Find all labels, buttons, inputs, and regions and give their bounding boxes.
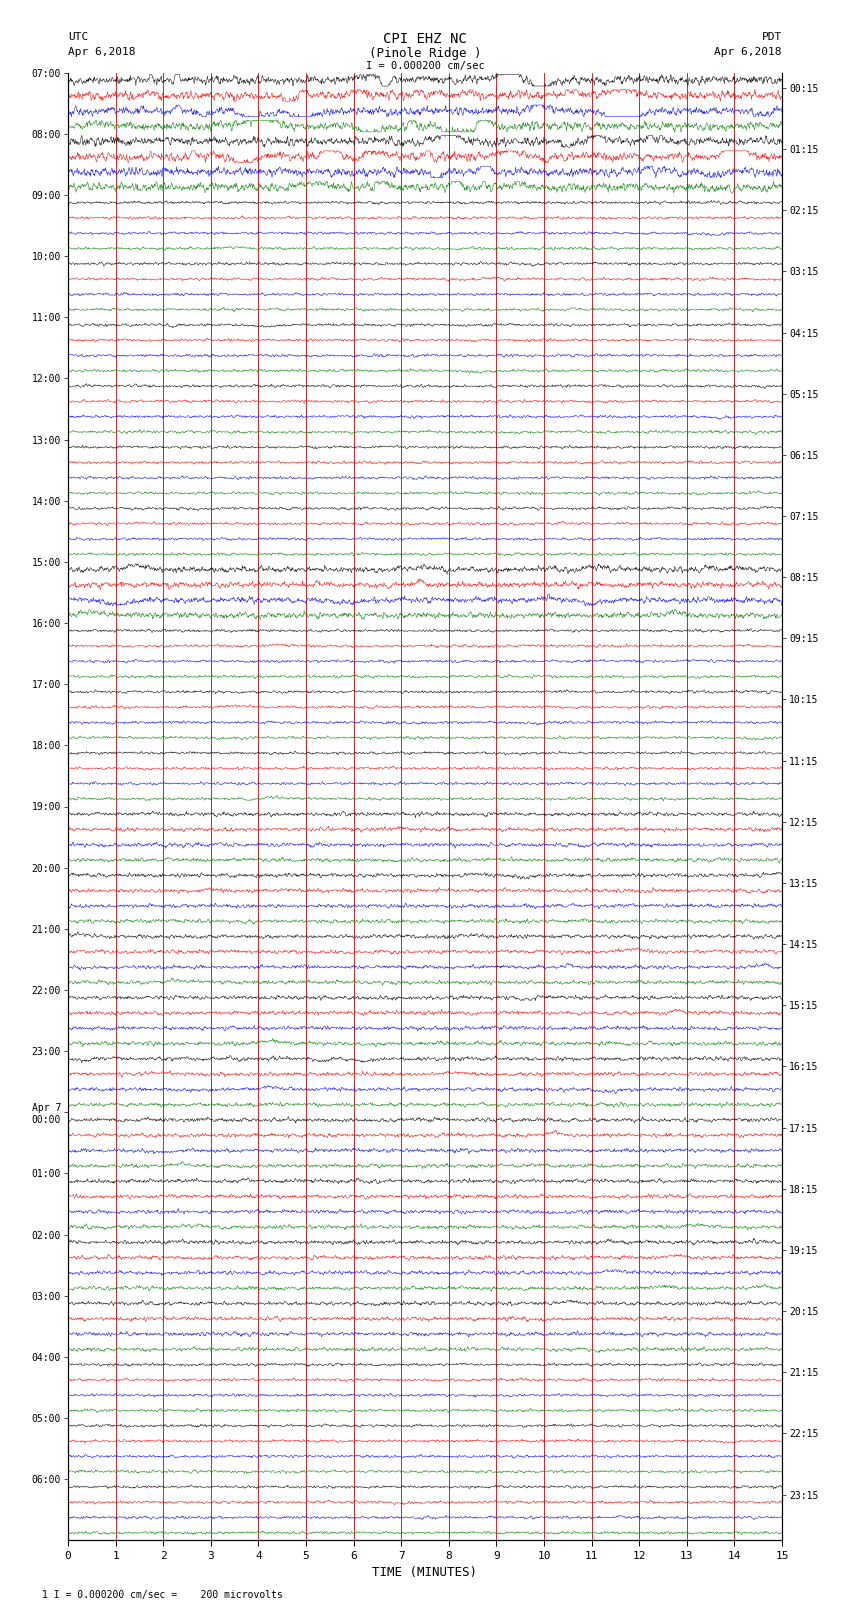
- Text: PDT: PDT: [762, 32, 782, 42]
- Text: I = 0.000200 cm/sec: I = 0.000200 cm/sec: [366, 61, 484, 71]
- Text: 1 I = 0.000200 cm/sec =    200 microvolts: 1 I = 0.000200 cm/sec = 200 microvolts: [42, 1590, 283, 1600]
- Text: UTC: UTC: [68, 32, 88, 42]
- Text: Apr 6,2018: Apr 6,2018: [68, 47, 135, 56]
- Text: CPI EHZ NC: CPI EHZ NC: [383, 32, 467, 47]
- Text: Apr 6,2018: Apr 6,2018: [715, 47, 782, 56]
- Text: (Pinole Ridge ): (Pinole Ridge ): [369, 47, 481, 60]
- X-axis label: TIME (MINUTES): TIME (MINUTES): [372, 1566, 478, 1579]
